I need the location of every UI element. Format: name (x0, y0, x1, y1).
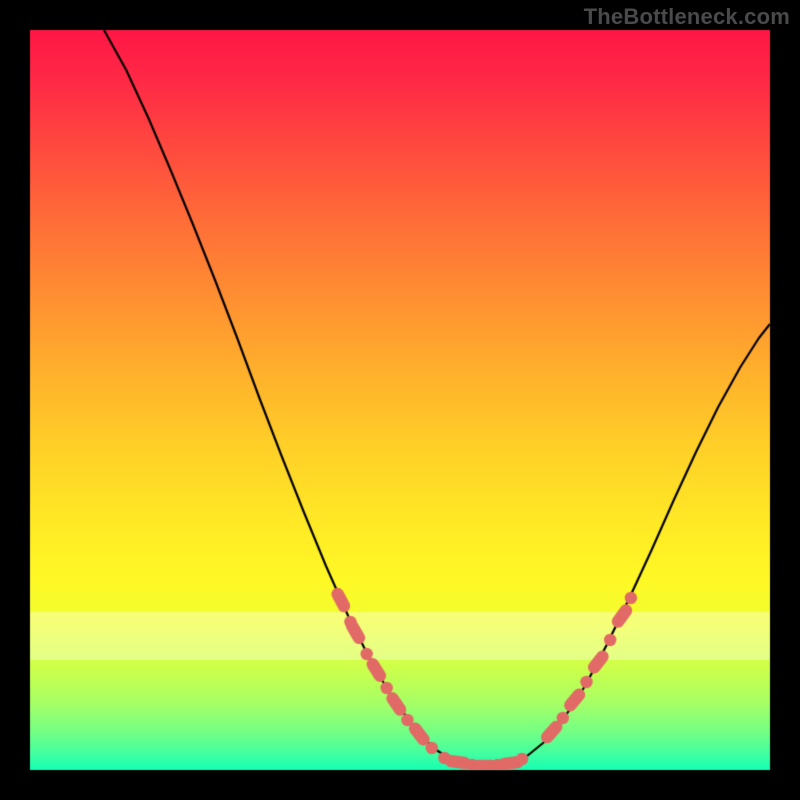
watermark-text: TheBottleneck.com (584, 4, 790, 30)
chart-container: TheBottleneck.com (0, 0, 800, 800)
bottleneck-curve-plot (0, 0, 800, 800)
